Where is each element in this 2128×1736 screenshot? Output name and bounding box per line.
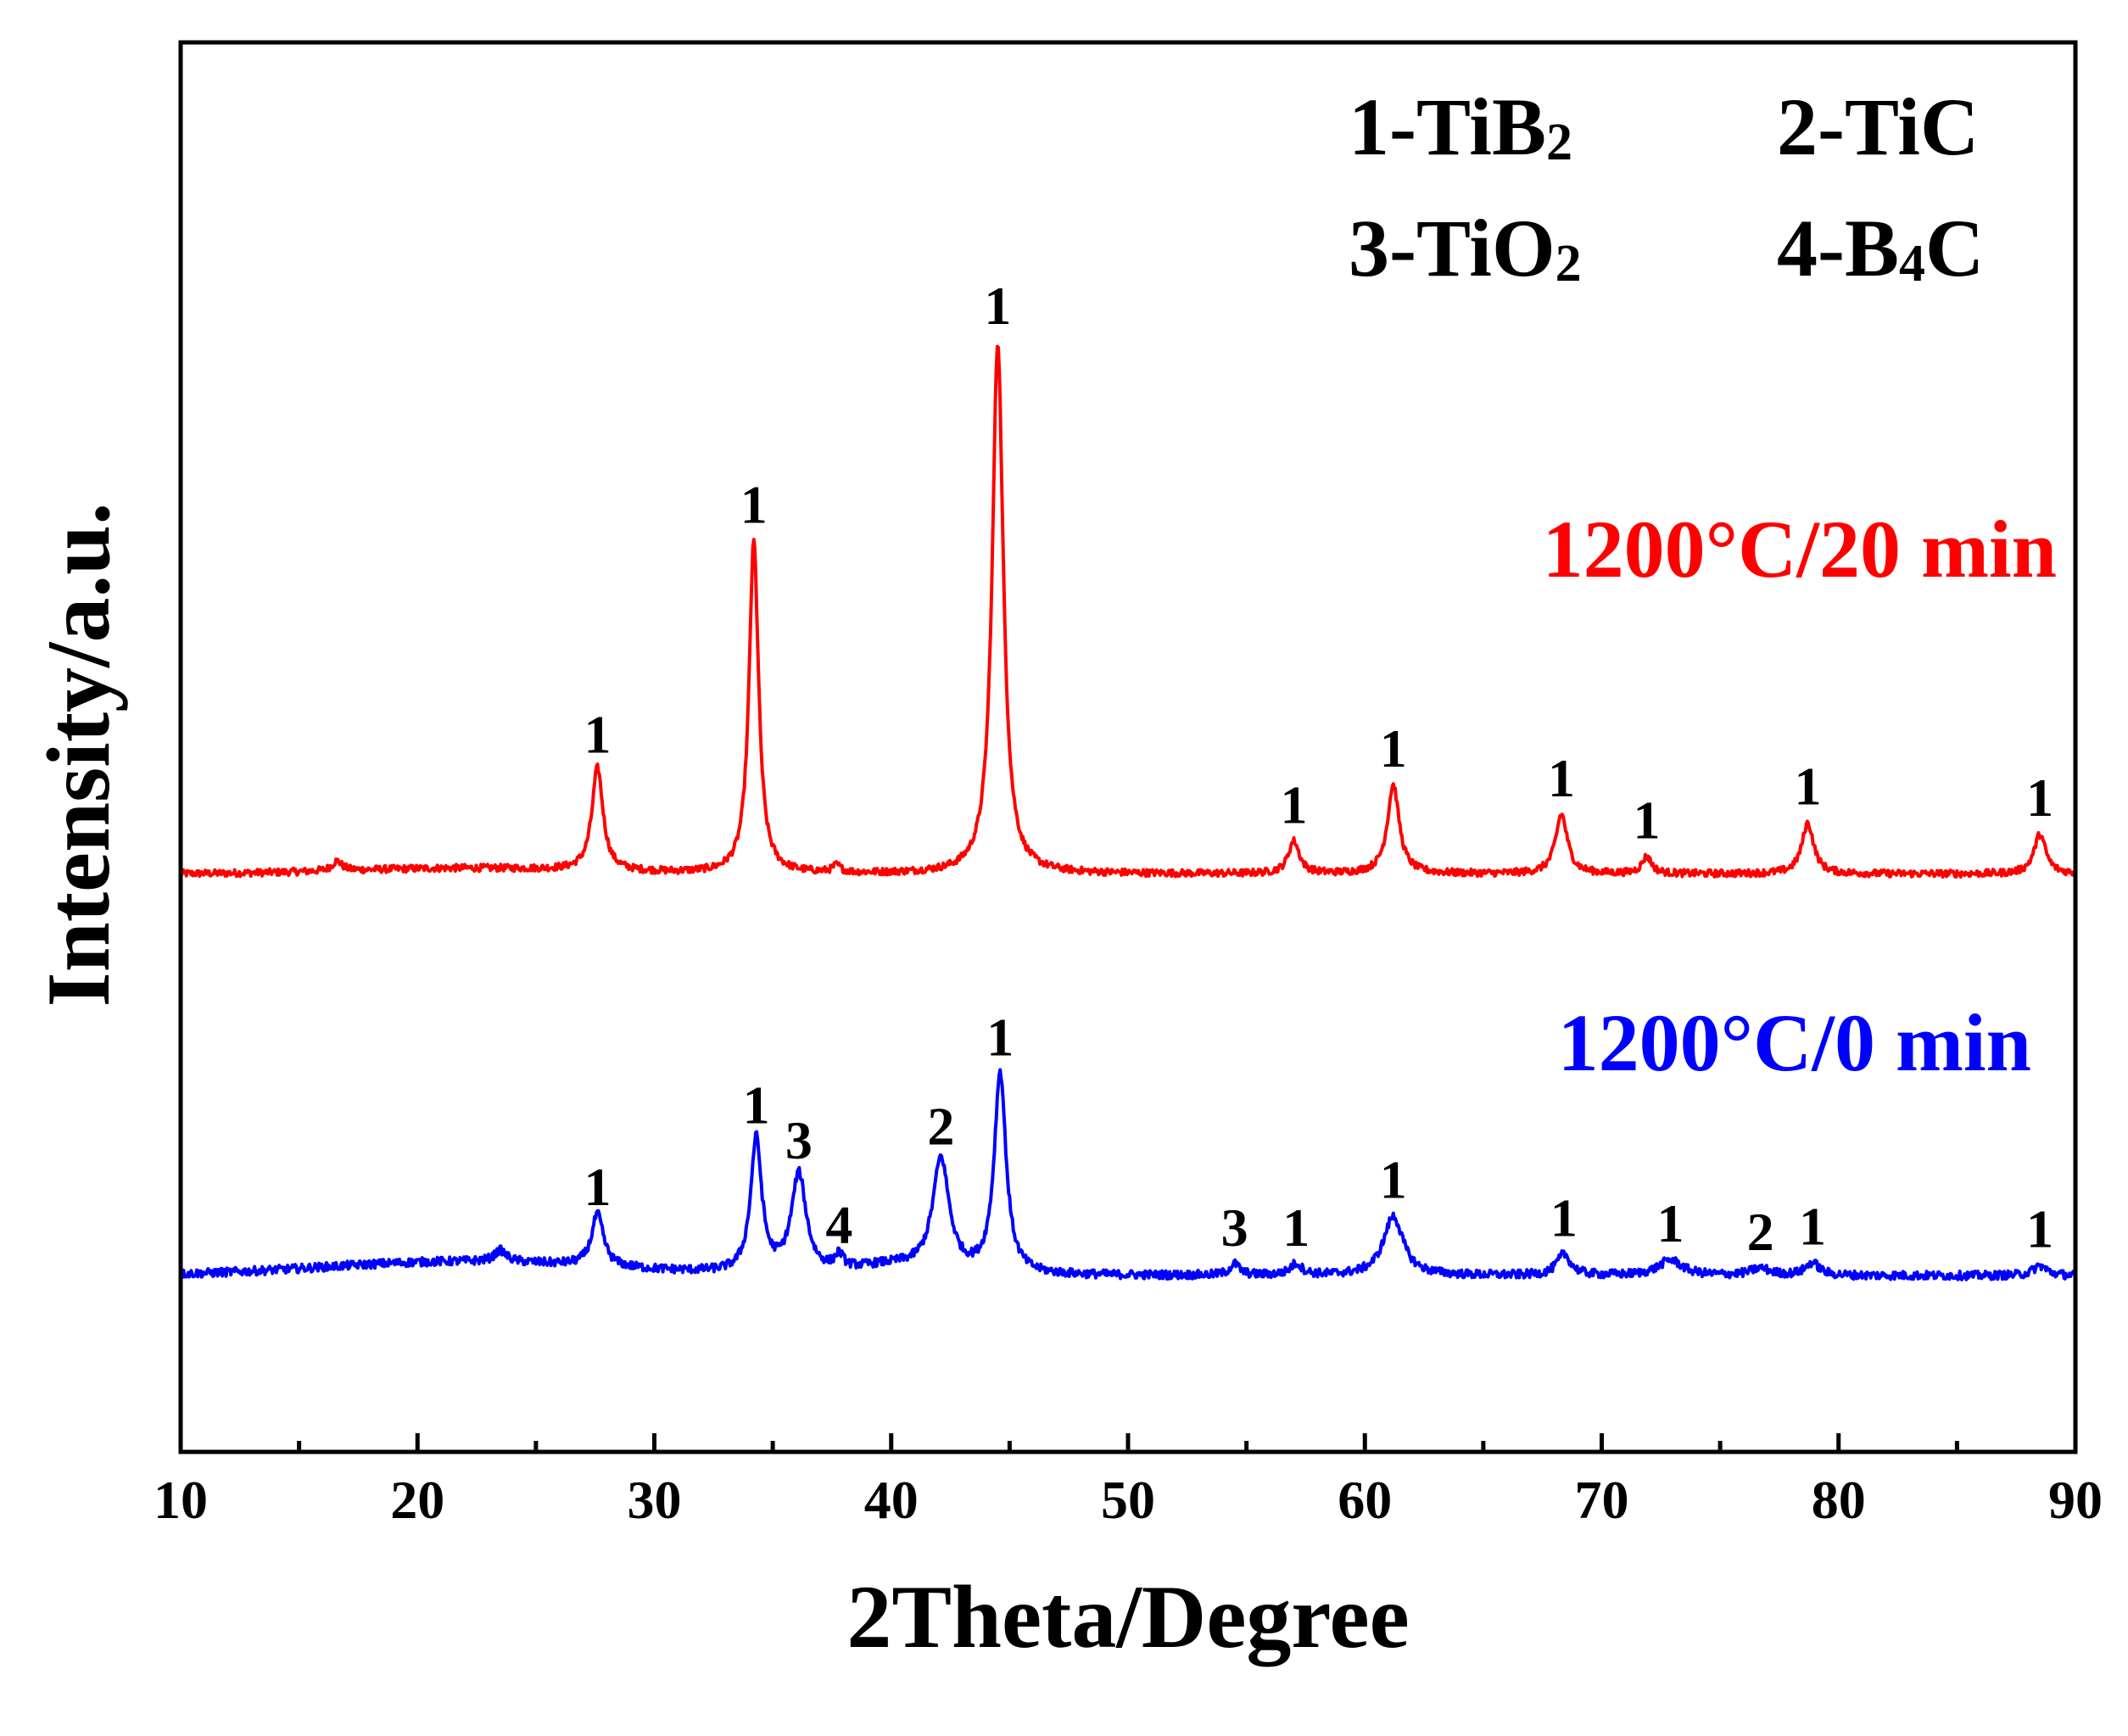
peak-label-0-0: 1	[584, 704, 611, 764]
peak-label-0-6: 1	[1634, 790, 1661, 851]
peak-label-1-4: 2	[927, 1096, 954, 1156]
peak-label-0-4: 1	[1380, 718, 1407, 779]
peak-label-0-3: 1	[1280, 774, 1307, 835]
x-tick-label-4: 50	[1101, 1470, 1155, 1530]
peak-label-1-9: 1	[1550, 1187, 1578, 1248]
peak-label-1-3: 4	[825, 1195, 852, 1255]
x-tick-label-6: 70	[1575, 1470, 1629, 1530]
legend-entry-0: 1-TiB2	[1349, 81, 1572, 172]
peak-label-1-1: 1	[743, 1075, 770, 1135]
peak-label-0-8: 1	[2026, 768, 2053, 828]
x-axis-label: 2Theta/Degree	[846, 1567, 1409, 1666]
legend-entry-1: 2-TiC	[1777, 81, 1979, 172]
y-axis-label: Intensity/a.u.	[29, 503, 128, 1008]
peak-label-1-7: 1	[1282, 1197, 1310, 1258]
peak-label-0-7: 1	[1794, 756, 1821, 817]
peak-label-1-11: 2	[1747, 1202, 1774, 1262]
peak-label-1-0: 1	[584, 1157, 611, 1217]
legend-entry-3: 4-B4C	[1777, 203, 1984, 293]
peak-label-1-5: 1	[986, 1008, 1014, 1068]
peak-label-0-1: 1	[740, 474, 768, 534]
series-label-1: 1200°C/0 min	[1558, 997, 2031, 1088]
x-axis: 10 20 30 40 50 60 70 80 90	[154, 1433, 2103, 1530]
x-tick-label-2: 30	[628, 1470, 682, 1530]
x-tick-label-0: 10	[154, 1470, 208, 1530]
x-tick-label-8: 90	[2048, 1470, 2103, 1530]
x-tick-label-1: 20	[390, 1470, 444, 1530]
peak-label-1-12: 1	[1799, 1196, 1826, 1256]
x-tick-label-3: 40	[864, 1470, 919, 1530]
x-tick-label-5: 60	[1338, 1470, 1392, 1530]
peak-label-1-13: 1	[2026, 1199, 2053, 1259]
legend: 1-TiB2 2-TiC 3-TiO2 4-B4C	[1349, 81, 1984, 293]
peak-label-1-10: 1	[1656, 1193, 1684, 1253]
series-line-1	[180, 1068, 2077, 1281]
series-label-0: 1200°C/20 min	[1543, 504, 2057, 594]
peak-label-0-5: 1	[1548, 748, 1575, 808]
peak-label-0-2: 1	[984, 276, 1011, 336]
peak-label-1-8: 1	[1380, 1149, 1407, 1209]
legend-entry-2: 3-TiO2	[1349, 203, 1582, 293]
peak-label-1-2: 3	[785, 1110, 813, 1170]
peak-label-1-6: 3	[1221, 1197, 1248, 1258]
x-tick-label-7: 80	[1812, 1470, 1866, 1530]
series-line-0	[179, 344, 2077, 879]
